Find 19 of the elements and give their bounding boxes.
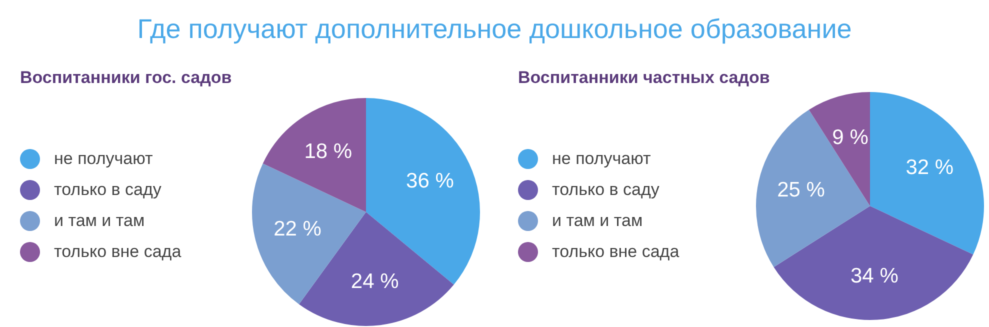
data-label: 36 % bbox=[406, 170, 454, 193]
data-label: 25 % bbox=[777, 178, 825, 202]
legend-label: только в саду bbox=[54, 180, 162, 200]
chart-subtitle: Воспитанники гос. садов bbox=[20, 68, 232, 88]
chart-subtitle: Воспитанники частных садов bbox=[518, 68, 770, 88]
legend-label: только вне сада bbox=[552, 242, 680, 262]
legend-label: не получают bbox=[54, 148, 153, 168]
chart-title: Где получают дополнительное дошкольное образование bbox=[136, 14, 853, 45]
data-label: 24 % bbox=[350, 270, 399, 293]
legend-label: и там и там bbox=[54, 210, 145, 230]
legend-label: и там и там bbox=[552, 210, 643, 230]
data-label: 32 % bbox=[906, 156, 954, 179]
data-label: 18 % bbox=[304, 140, 352, 164]
data-label: 9 % bbox=[832, 126, 868, 149]
legend-label: только в саду bbox=[552, 180, 660, 200]
legend-label: только вне сада bbox=[54, 242, 182, 262]
data-label: 22 % bbox=[274, 217, 322, 240]
data-label: 34 % bbox=[850, 264, 898, 288]
legend-label: не получают bbox=[552, 148, 651, 168]
